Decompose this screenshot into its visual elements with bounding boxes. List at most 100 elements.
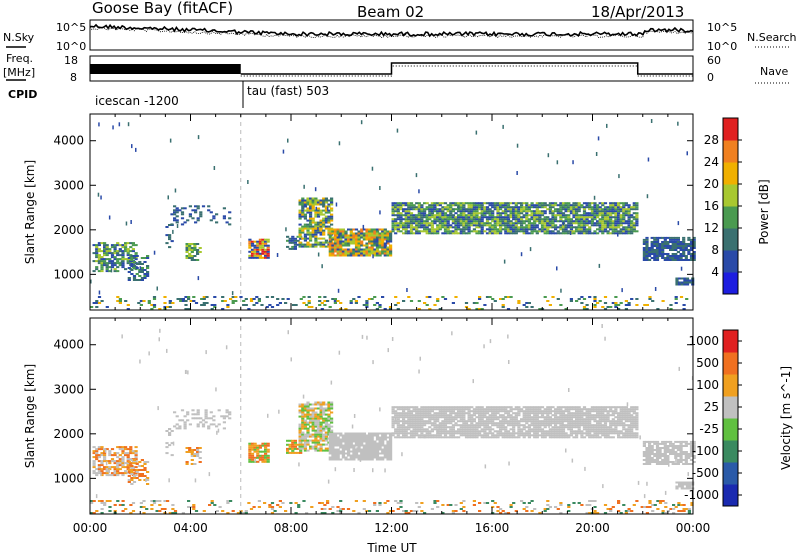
power-cell (601, 204, 604, 206)
power-cell (675, 302, 678, 304)
velocity-cell (481, 406, 484, 408)
beam-title: Beam 02 (357, 3, 424, 21)
power-cell (212, 215, 215, 217)
power-cell (528, 220, 531, 222)
power-cell (389, 239, 392, 241)
power-cell (578, 210, 581, 212)
power-cell (188, 253, 191, 255)
velocity-cell (525, 422, 528, 424)
power-cell (648, 296, 651, 298)
velocity-cell (93, 446, 96, 448)
power-cell (392, 212, 395, 214)
power-cell (197, 217, 200, 219)
power-cell (635, 208, 638, 210)
power-cell (426, 304, 429, 306)
power-cell (187, 296, 190, 298)
power-cell (533, 228, 536, 230)
velocity-cell (352, 447, 355, 449)
velocity-cell (607, 412, 610, 414)
velocity-cell (103, 456, 106, 458)
power-cell (193, 255, 196, 257)
power-cell (378, 306, 381, 308)
power-cell (528, 208, 531, 210)
velocity-cell (197, 423, 200, 425)
velocity-cell (510, 414, 513, 416)
velocity-cell (523, 424, 526, 426)
velocity-cell (444, 434, 447, 436)
velocity-cell (549, 408, 552, 410)
velocity-cell (228, 413, 231, 415)
power-cell (128, 271, 131, 273)
power-cell (531, 232, 534, 234)
velocity-cell (510, 410, 513, 412)
power-cell (394, 296, 397, 298)
power-cell (462, 204, 465, 206)
velocity-cell (431, 430, 434, 432)
power-cell (116, 252, 119, 254)
power-cell (436, 230, 439, 232)
power-cell (439, 204, 442, 206)
velocity-cell (186, 461, 189, 463)
power-cell (465, 302, 468, 304)
power-cell (620, 302, 623, 304)
power-cell (186, 251, 189, 253)
power-cell (326, 300, 329, 302)
power-cell (515, 232, 518, 234)
velocity-cell (496, 412, 499, 414)
velocity-cell (223, 427, 226, 429)
velocity-cell (523, 428, 526, 430)
velocity-cell (168, 434, 171, 436)
velocity-cell (473, 420, 476, 422)
power-cell (586, 224, 589, 226)
power-cell (479, 223, 481, 227)
date-title: 18/Apr/2013 (591, 3, 684, 21)
power-cell (301, 232, 304, 234)
power-cell (379, 255, 382, 257)
velocity-cell (291, 450, 294, 452)
velocity-cell (205, 421, 208, 423)
power-cell (114, 264, 117, 266)
power-cell (121, 261, 123, 265)
velocity-cell (317, 442, 320, 444)
power-cell (234, 296, 237, 298)
power-cell (502, 306, 505, 308)
velocity-cell (379, 447, 382, 449)
power-cell (389, 247, 392, 249)
power-cell (98, 254, 101, 256)
power-cell (675, 280, 678, 282)
velocity-cell (512, 428, 515, 430)
power-cell (677, 251, 680, 253)
power-cell (504, 260, 506, 264)
power-cell (176, 219, 179, 221)
power-cell (339, 141, 341, 145)
power-cell (98, 193, 100, 197)
power-cell (666, 253, 669, 255)
power-cell (267, 251, 270, 253)
velocity-cell (376, 455, 379, 457)
velocity-cell (314, 446, 317, 448)
power-cell (119, 248, 122, 250)
power-cell (428, 296, 431, 298)
power-cell (525, 230, 528, 232)
velocity-cell (168, 428, 171, 430)
velocity-cell (143, 475, 146, 477)
power-cell (594, 196, 596, 200)
power-cell (100, 196, 102, 200)
power-cell (614, 228, 617, 230)
power-cell (648, 158, 650, 162)
power-cell (431, 226, 434, 228)
power-cell (502, 304, 505, 306)
power-cell (138, 275, 141, 277)
power-cell (106, 268, 109, 270)
velocity-cell (330, 422, 333, 424)
velocity-cell (322, 412, 325, 414)
velocity-cell (106, 470, 109, 472)
power-cell (128, 279, 131, 281)
power-cell (372, 167, 374, 171)
power-cell (481, 228, 484, 230)
power-cell (163, 296, 166, 298)
noise-sky-trace (90, 25, 693, 36)
power-cell (121, 266, 124, 268)
velocity-cell (320, 432, 323, 434)
velocity-cell (199, 461, 202, 463)
